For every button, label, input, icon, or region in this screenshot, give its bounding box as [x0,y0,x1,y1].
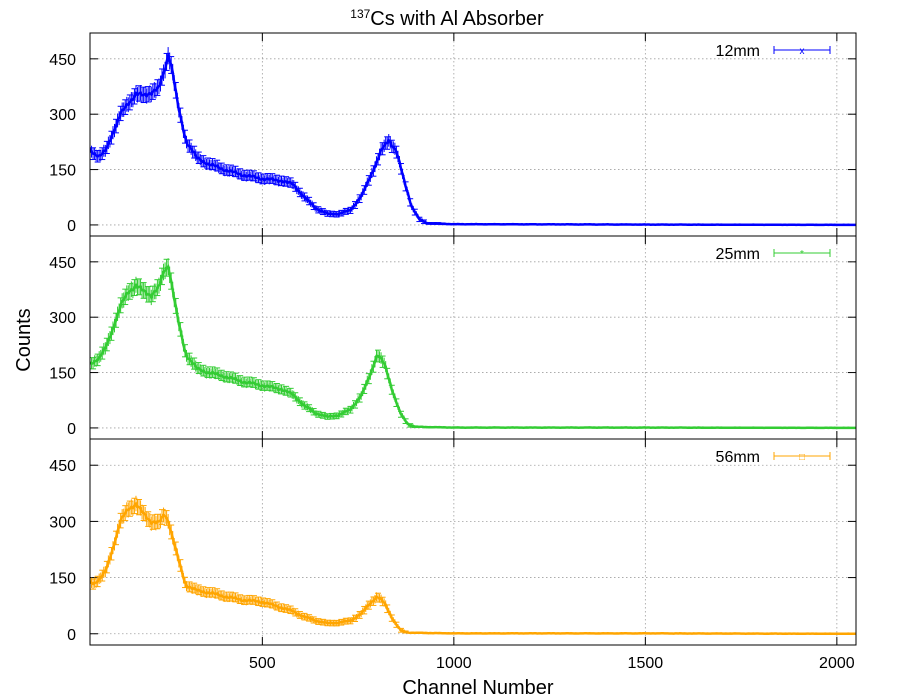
x-tick-label: 1000 [436,655,472,672]
series-line [90,500,856,636]
panels-group: 0 150 300 450 12mm x 0 150 300 450 25mm * 0 150 300 450… [49,32,857,672]
y-tick-label: 300 [49,107,76,124]
panel-56mm: 0 150 300 450 56mm □ 500 1000 1500 2000 [49,438,857,672]
y-tick-label: 0 [67,421,76,438]
series-56mm [90,495,856,636]
y-tick-label: 450 [49,255,76,272]
panel-frame [89,438,857,646]
panel-12mm: 0 150 300 450 12mm x [49,32,857,237]
series-25mm [90,258,856,430]
series-12mm [90,47,856,227]
legend-marker: x [800,46,805,57]
x-axis-title: Channel Number [402,677,554,699]
x-tick-label: 2000 [819,655,855,672]
chart-title: 137Cs with Al Absorber [350,7,544,30]
legend-label: 12mm [716,43,760,60]
series-line [90,50,856,227]
y-tick-label: 450 [49,52,76,69]
y-axis-title: Counts [13,308,35,371]
title-superscript: 137 [350,7,370,21]
y-tick-label: 0 [67,627,76,644]
panel-frame [89,32,857,237]
x-tick-label: 1500 [628,655,664,672]
panel-25mm: 0 150 300 450 25mm * [49,235,857,440]
y-tick-label: 150 [49,366,76,383]
title-main: Cs with Al Absorber [370,8,544,30]
y-tick-label: 0 [67,218,76,235]
y-tick-label: 450 [49,458,76,475]
y-tick-label: 300 [49,310,76,327]
series-line [90,264,856,430]
y-tick-label: 150 [49,163,76,180]
legend-marker: * [800,249,804,260]
panel-frame [89,235,857,440]
x-tick-label: 500 [249,655,276,672]
legend-marker: □ [799,452,805,463]
y-tick-label: 300 [49,514,76,531]
legend-label: 56mm [716,449,760,466]
y-tick-label: 150 [49,571,76,588]
legend-label: 25mm [716,246,760,263]
